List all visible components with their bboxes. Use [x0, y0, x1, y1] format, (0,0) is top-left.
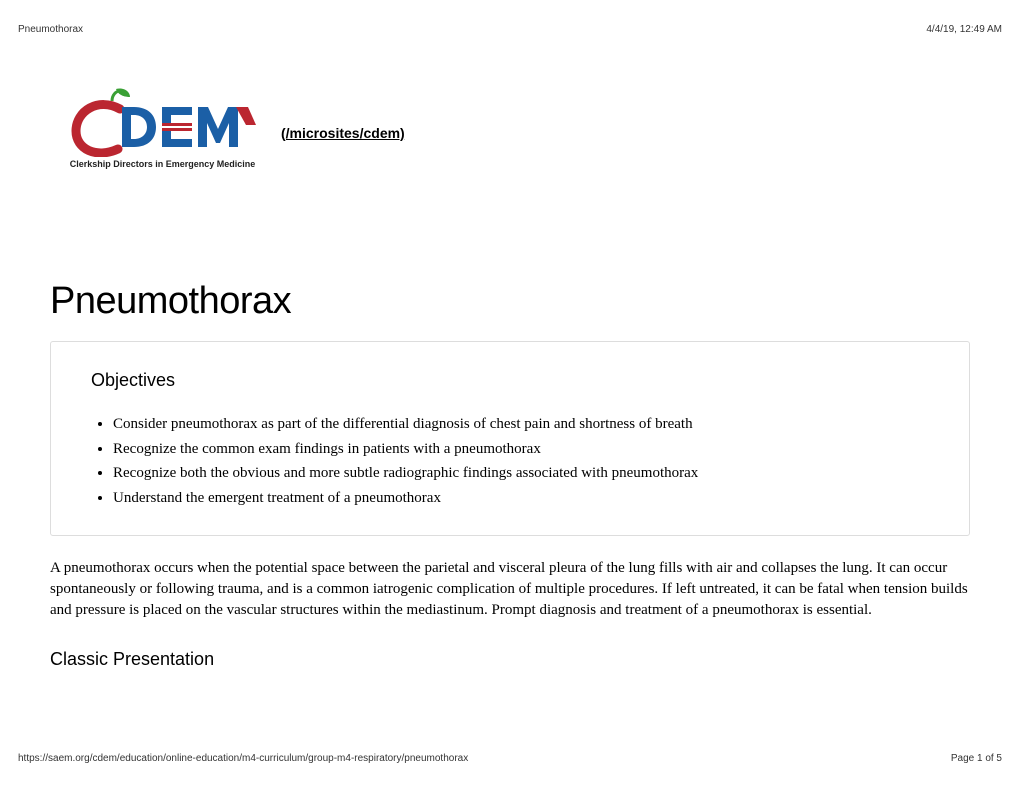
list-item: Recognize the common exam findings in pa…: [113, 438, 929, 461]
print-footer: https://saem.org/cdem/education/online-e…: [18, 753, 1002, 764]
header-timestamp: 4/4/19, 12:49 AM: [926, 24, 1002, 35]
list-item: Understand the emergent treatment of a p…: [113, 487, 929, 510]
objectives-heading: Objectives: [91, 370, 929, 391]
cdem-logo: Clerkship Directors in Emergency Medicin…: [50, 75, 275, 180]
objectives-panel: Objectives Consider pneumothorax as part…: [50, 341, 970, 536]
logo-link[interactable]: (/microsites/cdem): [281, 125, 405, 141]
objectives-list: Consider pneumothorax as part of the dif…: [91, 413, 929, 509]
footer-url: https://saem.org/cdem/education/online-e…: [18, 753, 468, 764]
logo-subtitle: Clerkship Directors in Emergency Medicin…: [70, 159, 256, 169]
list-item: Consider pneumothorax as part of the dif…: [113, 413, 929, 436]
header-doc-title: Pneumothorax: [18, 24, 83, 35]
content-area: Clerkship Directors in Emergency Medicin…: [0, 35, 1020, 670]
cdem-logo-icon: [68, 87, 258, 157]
logo-row: Clerkship Directors in Emergency Medicin…: [50, 75, 970, 180]
print-header: Pneumothorax 4/4/19, 12:49 AM: [0, 0, 1020, 35]
footer-page-num: Page 1 of 5: [951, 753, 1002, 764]
classic-presentation-heading: Classic Presentation: [50, 649, 970, 670]
intro-paragraph: A pneumothorax occurs when the potential…: [50, 558, 970, 621]
page-title: Pneumothorax: [50, 280, 970, 323]
list-item: Recognize both the obvious and more subt…: [113, 462, 929, 485]
